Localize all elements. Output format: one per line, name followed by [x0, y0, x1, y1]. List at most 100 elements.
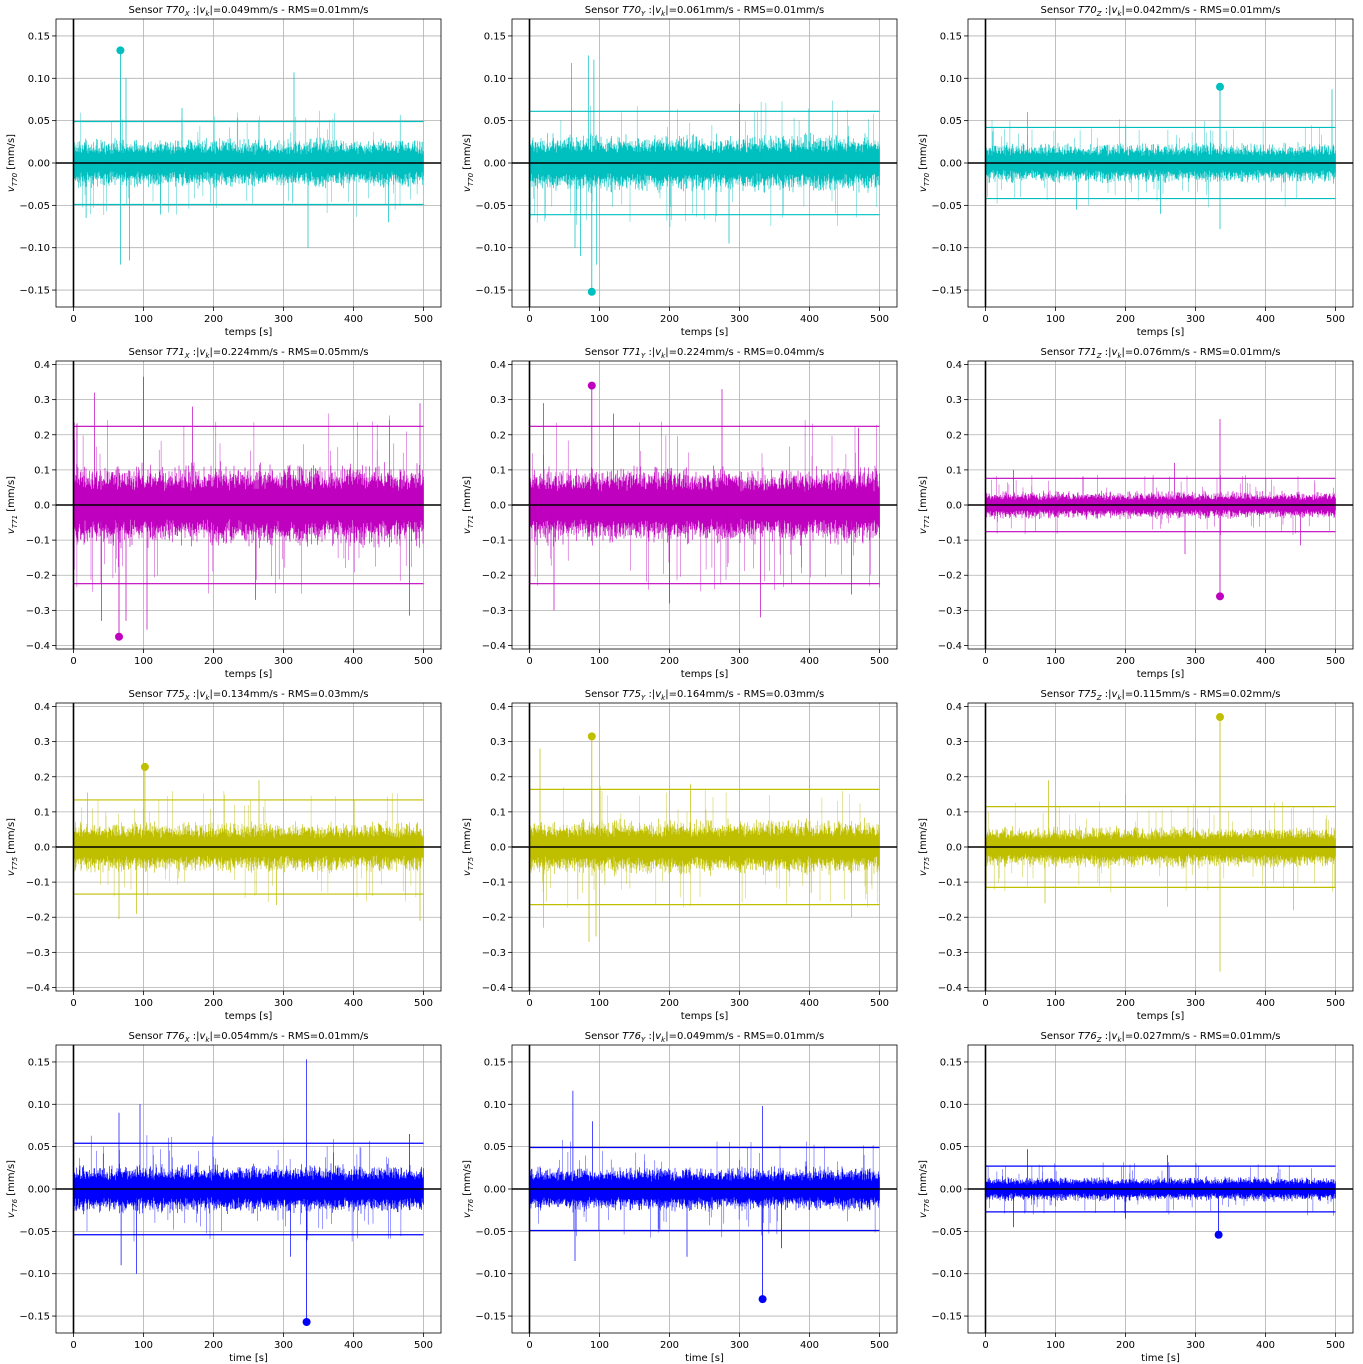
chart-t76-y-title-vk-sub: k	[661, 1036, 666, 1044]
chart-t76-y-xtick-label: 400	[800, 1340, 819, 1351]
chart-t75-z-ytick-label: 0.2	[946, 772, 962, 783]
chart-t70-y-title-tail: |=0.061mm/s - RMS=0.01mm/s	[665, 5, 824, 16]
chart-t76-x: 0 100 200 300 400 500 −0.15 −0.10 −0.05 0.00 0.05 0…	[6, 1031, 442, 1364]
chart-t70-z-ylabel-unit: [mm/s]	[918, 134, 929, 173]
chart-t76-z-xtick-label: 100	[1046, 1340, 1065, 1351]
chart-t70-z-ytick-label: −0.05	[931, 201, 962, 212]
chart-t75-x-ylabel-unit: [mm/s]	[6, 818, 17, 857]
chart-t71-x-title-sensor: T71	[166, 347, 185, 358]
chart-t70-y-xtick-label: 100	[590, 314, 609, 325]
chart-t76-z-ytick-label: 0.00	[940, 1185, 962, 1196]
chart-t76-y-ytick-label: 0.10	[484, 1100, 506, 1111]
chart-t71-x-ylabel-symbol: v	[6, 527, 17, 534]
chart-t70-x-title-prefix: Sensor	[128, 5, 165, 16]
chart-t71-z-ytick-label: −0.1	[938, 536, 962, 547]
chart-t75-y-ylabel: vT75 [mm/s]	[462, 818, 475, 876]
chart-t71-z-signal-bursts	[985, 474, 1334, 536]
chart-t76-x-title-tail: |=0.054mm/s - RMS=0.01mm/s	[209, 1031, 368, 1042]
chart-t70-y-peak-marker	[587, 287, 596, 296]
chart-t71-x-ylabel-subscript: T71	[11, 515, 19, 528]
chart-t70-z-title-prefix: Sensor	[1040, 5, 1077, 16]
chart-t75-y-title-axis: Y	[641, 694, 646, 702]
chart-t71-z-title-tail: |=0.076mm/s - RMS=0.01mm/s	[1121, 347, 1280, 358]
chart-t70-z-ytick-label: 0.05	[940, 116, 962, 127]
chart-t71-z-ytick-label: −0.2	[938, 571, 962, 582]
chart-t71-y-ylabel-symbol: v	[462, 527, 473, 534]
chart-t76-x-ylabel-symbol: v	[6, 1211, 17, 1218]
chart-t75-y-ylabel-subscript: T75	[467, 856, 475, 870]
chart-t70-y: 0 100 200 300 400 500 −0.15 −0.10 −0.05 0.00 0.05 0…	[462, 5, 898, 338]
chart-t75-y-title-vk: v	[655, 689, 662, 700]
chart-t76-z-xtick-label: 0	[982, 1340, 988, 1351]
chart-t70-x-title-vk: v	[200, 5, 207, 16]
chart-t76-z-ylabel-symbol: v	[918, 1211, 929, 1218]
chart-t76-x-xtick-label: 0	[70, 1340, 76, 1351]
chart-t70-x-title-vk-sub: k	[205, 10, 210, 18]
chart-t76-z-xtick-label: 200	[1116, 1340, 1135, 1351]
chart-t75-x-title-sep: :|	[190, 689, 200, 700]
chart-t70-y-title-prefix: Sensor	[585, 5, 622, 16]
chart-t75-x-title-sensor: T75	[166, 689, 185, 700]
chart-t70-z-peak-marker	[1216, 82, 1224, 91]
chart-t75-y-title-sensor: T75	[622, 689, 641, 700]
chart-t76-x-ylabel-unit: [mm/s]	[6, 1160, 17, 1199]
chart-t71-y-title-tail: |=0.224mm/s - RMS=0.04mm/s	[665, 347, 824, 358]
chart-t76-y-title: Sensor T76Y :|vk|=0.049mm/s - RMS=0.01mm…	[585, 1031, 825, 1044]
chart-t71-y-ytick-label: 0.4	[490, 360, 506, 371]
chart-t71-z-peak-marker	[1216, 592, 1224, 601]
chart-t71-z-title-vk: v	[1112, 347, 1119, 358]
chart-t75-y-xtick-label: 200	[660, 998, 679, 1009]
chart-t75-z-title-sep: :|	[1102, 689, 1112, 700]
chart-t75-z-title: Sensor T75Z :|vk|=0.115mm/s - RMS=0.02mm…	[1040, 689, 1280, 702]
chart-t75-x-xtick-label: 100	[134, 998, 153, 1009]
chart-t75-x-ylabel-symbol: v	[6, 869, 17, 876]
chart-t70-y-title: Sensor T70Y :|vk|=0.061mm/s - RMS=0.01mm…	[585, 5, 825, 18]
chart-t75-y-ytick-label: 0.3	[490, 737, 506, 748]
chart-t71-y-ytick-label: 0.0	[490, 501, 506, 512]
chart-t76-x-xlabel: time [s]	[229, 1353, 268, 1364]
chart-t71-y-xtick-label: 300	[730, 656, 749, 667]
chart-t71-y-ytick-label: −0.2	[482, 571, 506, 582]
chart-t70-z-title-vk-sub: k	[1117, 10, 1122, 18]
chart-t70-x-plot-area	[56, 19, 441, 307]
chart-t71-x-title-vk: v	[200, 347, 207, 358]
chart-t75-z-title-sensor: T75	[1078, 689, 1097, 700]
chart-t75-y-xtick-label: 400	[800, 998, 819, 1009]
chart-t75-y-xlabel: temps [s]	[681, 1011, 729, 1022]
chart-t75-x-xtick-label: 400	[344, 998, 363, 1009]
chart-t71-z-title-sep: :|	[1102, 347, 1112, 358]
chart-t70-x-xtick-label: 300	[274, 314, 293, 325]
chart-t76-x-ytick-label: 0.00	[28, 1185, 50, 1196]
chart-t76-y-title-tail: |=0.049mm/s - RMS=0.01mm/s	[665, 1031, 824, 1042]
chart-t76-x-ytick-label: 0.05	[28, 1142, 50, 1153]
chart-t70-y-ytick-label: 0.05	[484, 116, 506, 127]
chart-t76-y-ylabel: vT76 [mm/s]	[462, 1160, 475, 1218]
chart-t70-x-xlabel: temps [s]	[225, 327, 273, 338]
chart-t71-z-ytick-label: 0.2	[946, 430, 962, 441]
chart-t76-y-plot-area	[512, 1045, 897, 1333]
chart-t75-z-title-prefix: Sensor	[1040, 689, 1077, 700]
chart-t70-z-title-sep: :|	[1102, 5, 1112, 16]
chart-t76-x-ytick-label: 0.10	[28, 1100, 50, 1111]
chart-t70-x-ytick-label: 0.10	[28, 74, 50, 85]
chart-t70-z-ytick-label: −0.15	[931, 286, 962, 297]
chart-t76-y-xtick-label: 0	[526, 1340, 532, 1351]
chart-t70-y-ytick-label: 0.15	[484, 31, 506, 42]
chart-t76-x-xtick-label: 100	[134, 1340, 153, 1351]
chart-t75-x-ytick-label: 0.4	[34, 702, 50, 713]
chart-t70-y-ytick-label: −0.10	[475, 243, 506, 254]
chart-t76-z-xlabel: time [s]	[1141, 1353, 1180, 1364]
chart-t75-y-ytick-label: 0.2	[490, 772, 506, 783]
chart-t71-z-title: Sensor T71Z :|vk|=0.076mm/s - RMS=0.01mm…	[1040, 347, 1280, 360]
chart-t75-x-title-vk: v	[200, 689, 207, 700]
chart-t70-y-ytick-label: 0.10	[484, 74, 506, 85]
chart-t76-z-title: Sensor T76Z :|vk|=0.027mm/s - RMS=0.01mm…	[1040, 1031, 1280, 1044]
chart-t75-x-ytick-label: −0.2	[26, 913, 50, 924]
chart-t71-x-ytick-label: −0.4	[26, 641, 50, 652]
chart-t76-y-ylabel-unit: [mm/s]	[462, 1160, 473, 1199]
chart-t70-z-signal-bursts	[985, 119, 1322, 208]
chart-t71-y-title-sep: :|	[645, 347, 655, 358]
chart-t76-z-ylabel-subscript: T76	[923, 1198, 931, 1212]
chart-t70-x-xtick-label: 100	[134, 314, 153, 325]
chart-t71-y-ytick-label: −0.1	[482, 536, 506, 547]
